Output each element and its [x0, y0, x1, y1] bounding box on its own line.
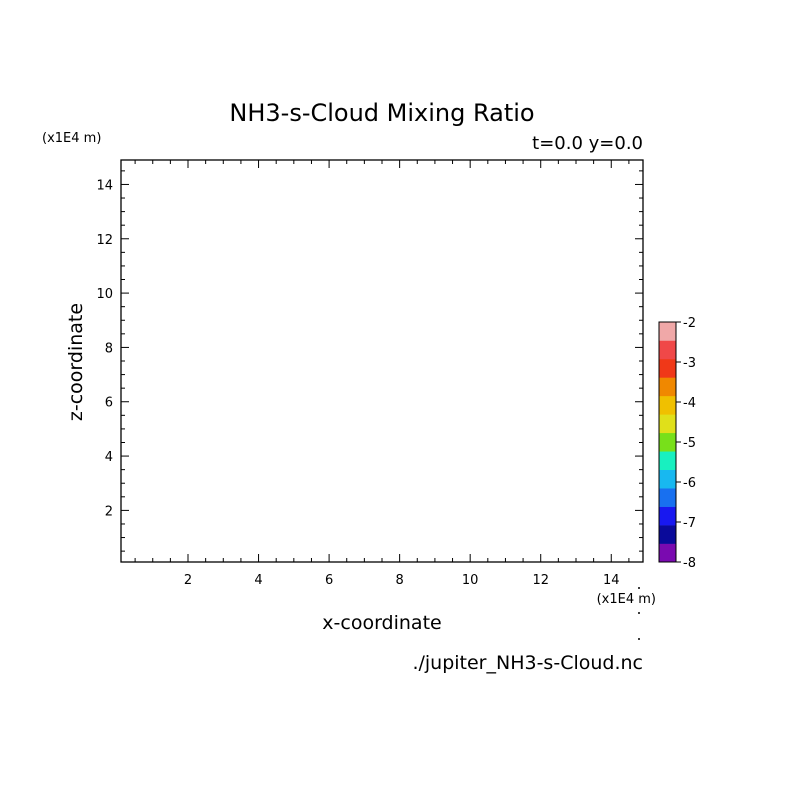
colorbar-segment	[659, 340, 676, 360]
marker-dots	[638, 587, 640, 640]
footnote-filename: ./jupiter_NH3-s-Cloud.nc	[412, 652, 643, 674]
x-tick-label: 2	[184, 573, 192, 588]
colorbar-tick-label: -5	[683, 436, 696, 451]
marker-dot	[638, 612, 640, 614]
x-unit-label: (x1E4 m)	[597, 592, 656, 607]
colorbar-segment	[659, 432, 676, 452]
plot-area	[120, 159, 644, 563]
y-tick-label: 6	[105, 396, 113, 411]
colorbar-segment	[659, 377, 676, 397]
colorbar-tick-label: -3	[683, 356, 696, 371]
colorbar-segment	[659, 358, 676, 378]
x-axis-ticks: 2 4 6 8 10 12 14	[134, 160, 630, 588]
colorbar-tick-label: -6	[683, 476, 696, 491]
chart-subtitle: t=0.0 y=0.0	[532, 133, 643, 154]
colorbar-segment	[659, 322, 676, 341]
chart-title: NH3-s-Cloud Mixing Ratio	[229, 99, 534, 127]
colorbar-segment	[659, 543, 676, 563]
y-tick-label: 2	[105, 504, 113, 519]
colorbar-segment	[659, 506, 676, 526]
marker-dot	[638, 587, 640, 589]
colorbar-segment	[659, 469, 676, 489]
y-tick-label: 12	[96, 233, 113, 248]
colorbar-segment	[659, 395, 676, 415]
x-tick-label: 8	[395, 573, 403, 588]
x-tick-label: 6	[325, 573, 333, 588]
colorbar-tick-label: -7	[683, 516, 696, 531]
x-tick-label: 14	[603, 573, 620, 588]
x-tick-label: 12	[532, 573, 549, 588]
x-tick-label: 4	[254, 573, 262, 588]
y-axis-label: z-coordinate	[65, 303, 87, 421]
y-tick-label: 10	[96, 287, 113, 302]
y-unit-label: (x1E4 m)	[42, 131, 101, 146]
colorbar-segment	[659, 414, 676, 434]
y-tick-label: 14	[96, 178, 113, 193]
colorbar-segment	[659, 488, 676, 507]
y-tick-label: 8	[105, 341, 113, 356]
colorbar-segment	[659, 525, 676, 544]
y-axis-ticks: 2 4 6 8 10 12 14	[96, 170, 643, 552]
colorbar-segment	[659, 451, 676, 470]
colorbar-tick-label: -2	[683, 316, 696, 331]
colorbar-tick-label: -8	[683, 556, 696, 571]
x-tick-label: 10	[462, 573, 479, 588]
marker-dot	[638, 638, 640, 640]
y-tick-label: 4	[105, 450, 113, 465]
x-axis-label: x-coordinate	[322, 612, 441, 634]
colorbar: -2 -3 -4 -5 -6 -7 -8	[658, 316, 696, 571]
colorbar-tick-label: -4	[683, 396, 696, 411]
